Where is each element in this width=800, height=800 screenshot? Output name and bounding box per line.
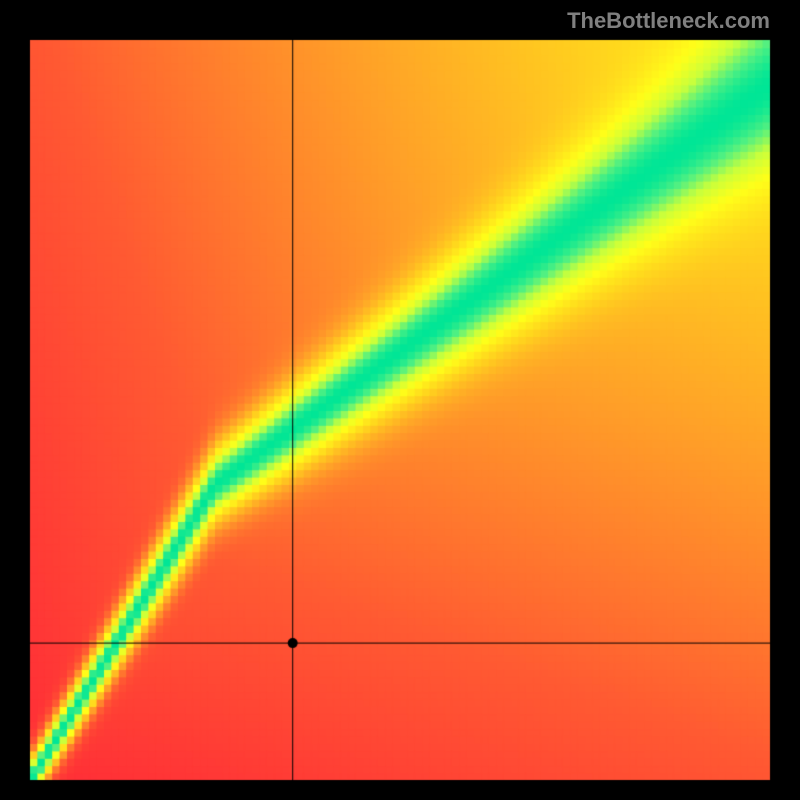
chart-container: TheBottleneck.com bbox=[0, 0, 800, 800]
watermark-text: TheBottleneck.com bbox=[567, 8, 770, 34]
heatmap-canvas bbox=[0, 0, 800, 800]
